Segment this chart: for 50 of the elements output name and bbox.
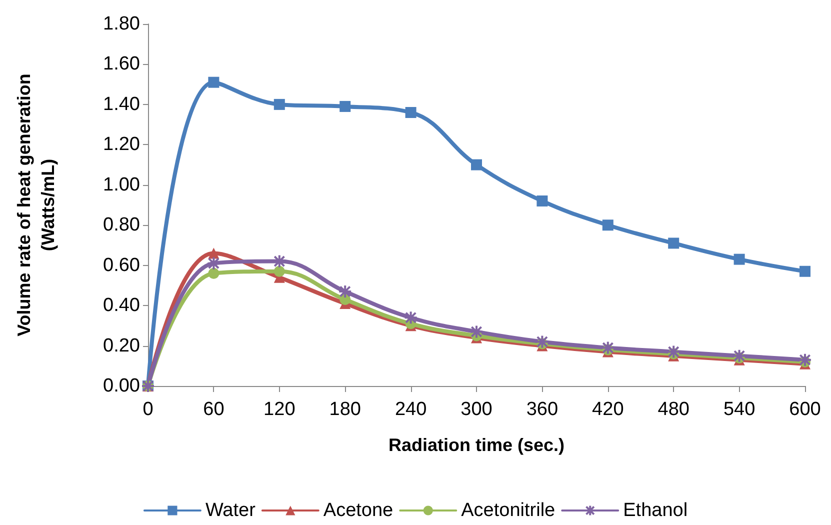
- point: [208, 268, 220, 279]
- point: [208, 76, 220, 88]
- point: [272, 254, 286, 268]
- x-tick-label: 60: [203, 399, 224, 420]
- y-tick-label: 0.60: [103, 254, 140, 276]
- point: [734, 254, 745, 265]
- y-tick-label: 1.80: [103, 14, 140, 34]
- legend-label: Acetonitrile: [461, 500, 556, 521]
- point: [602, 220, 614, 231]
- point: [274, 266, 285, 277]
- x-tick-label: 120: [264, 399, 296, 420]
- y-tick-label: 1.40: [103, 94, 140, 115]
- y-tick-label: 0.80: [103, 214, 140, 236]
- legend-label: Water: [205, 500, 256, 521]
- y-tick-label: 0.40: [103, 295, 140, 316]
- point: [470, 324, 484, 339]
- x-tick-label: 0: [142, 399, 154, 420]
- legend-label: Ethanol: [623, 500, 688, 521]
- point: [668, 238, 680, 249]
- y-tick-label: 1.00: [103, 174, 140, 196]
- x-tick-label: 360: [526, 399, 558, 420]
- legend-label: Acetone: [323, 500, 394, 521]
- point: [405, 106, 416, 118]
- x-tick-label: 180: [329, 399, 361, 420]
- y-axis-title: Volume rate of heat generation (Watts/mL): [14, 74, 58, 336]
- point: [536, 195, 548, 206]
- point: [338, 284, 352, 298]
- point: [732, 348, 746, 363]
- point: [208, 248, 220, 259]
- point: [471, 159, 482, 170]
- x-tick-label: 600: [789, 399, 821, 420]
- point: [800, 266, 810, 277]
- point: [600, 340, 615, 355]
- point: [666, 344, 681, 359]
- point: [535, 334, 550, 349]
- x-tick-label: 420: [592, 399, 624, 420]
- point: [206, 256, 221, 270]
- point: [798, 352, 812, 367]
- x-axis-title: Radiation time (sec.): [388, 435, 565, 455]
- point: [340, 100, 351, 112]
- x-tick-label: 300: [460, 399, 492, 420]
- y-tick-label: 0.20: [103, 335, 140, 356]
- y-tick-label: 1.20: [103, 134, 140, 156]
- x-tick-label: 480: [658, 399, 690, 420]
- x-tick-label: 240: [394, 399, 427, 420]
- point: [404, 310, 418, 325]
- y-tick-label: 1.60: [103, 54, 140, 75]
- point: [274, 98, 285, 110]
- y-tick-label: 0.00: [103, 376, 140, 396]
- x-tick-label: 540: [723, 399, 756, 420]
